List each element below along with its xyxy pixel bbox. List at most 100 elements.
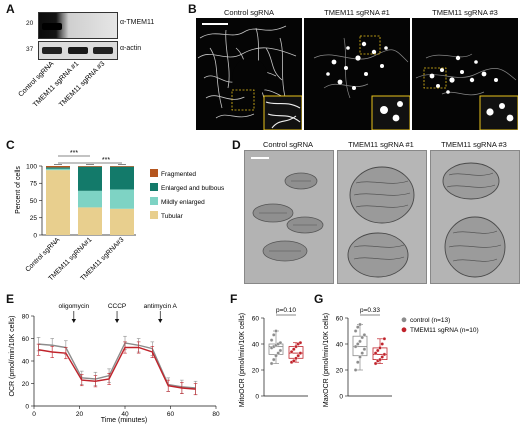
g-data-point xyxy=(373,361,378,366)
fg-legend-label: control (n=13) xyxy=(410,317,450,324)
chart-f-ylabel-text: MitoOCR (pmol/min/10K cells) xyxy=(239,313,246,407)
f-data-point xyxy=(272,333,276,337)
panel-label-b: B xyxy=(188,2,197,16)
g-data-point xyxy=(358,322,362,327)
fg-legend-label: TMEM11 sgRNA (n=10) xyxy=(410,327,479,334)
g-data-point xyxy=(353,329,358,333)
g-data-point xyxy=(380,355,384,359)
g-data-point xyxy=(362,333,367,337)
marker-20: 20 xyxy=(26,20,34,27)
lane-label-sgrna1: TMEM11 sgRNA #1 xyxy=(32,60,80,108)
g-data-point xyxy=(362,347,367,351)
tmem11-band xyxy=(42,23,62,30)
lane-labels: Control sgRNA TMEM11 sgRNA #1 TMEM11 sgR… xyxy=(17,60,106,109)
f-data-point xyxy=(298,340,303,345)
g-data-point xyxy=(358,339,362,344)
panel-label-g: G xyxy=(314,292,324,306)
c-bar-segment xyxy=(46,166,70,168)
e-series-line xyxy=(38,346,196,390)
scale-bar xyxy=(202,23,228,25)
em-structures-sgrna3 xyxy=(431,151,519,283)
c-bar-segment xyxy=(110,189,134,209)
c-bar-segment xyxy=(78,166,102,167)
e-injection-label: antimycin A xyxy=(144,303,178,310)
panel-label-e: E xyxy=(6,292,15,306)
marker-37: 37 xyxy=(26,46,34,53)
chart-e-xlabel: Time (minutes) xyxy=(101,417,147,424)
f-data-point xyxy=(278,340,283,345)
fg-legend-marker xyxy=(401,317,407,323)
sig-stars-2: *** xyxy=(102,157,110,164)
c-legend-swatch xyxy=(150,211,158,219)
f-data-point xyxy=(276,351,280,355)
chart-g-ylabel-text: MaxOCR (pmol/min/10K cells) xyxy=(323,313,330,407)
fg-legend-marker xyxy=(401,327,407,333)
e-xtick-label: 60 xyxy=(167,411,175,418)
e-xtick-label: 40 xyxy=(121,411,129,418)
f-data-point xyxy=(274,353,278,358)
g-data-point xyxy=(378,357,382,362)
g-data-point xyxy=(360,351,364,355)
g-data-point xyxy=(373,351,378,355)
g-data-point xyxy=(353,344,358,349)
f-data-point xyxy=(272,357,276,362)
e-injection-arrowhead xyxy=(158,319,163,323)
c-ytick-label: 75 xyxy=(30,181,38,188)
c-ytick-label: 0 xyxy=(33,232,37,239)
c-bar-segment xyxy=(110,208,134,235)
micrograph-sgrna3 xyxy=(412,18,518,130)
f-data-point xyxy=(292,347,296,351)
em-scale-bar xyxy=(251,157,269,159)
panel-label-a: A xyxy=(6,2,15,16)
f-data-point xyxy=(274,329,278,333)
confocal-panel: Control sgRNA TMEM11 sgRNA #1 TMEM11 sgR… xyxy=(196,8,518,130)
micrograph-title-control: Control sgRNA xyxy=(223,8,275,17)
panel-label-f: F xyxy=(230,292,238,306)
c-ytick-label: 25 xyxy=(30,215,38,222)
e-xtick-label: 0 xyxy=(32,411,36,418)
f-data-point xyxy=(294,344,298,349)
f-data-point xyxy=(289,350,294,354)
f-p-value: p=0.10 xyxy=(276,307,296,314)
em-image-sgrna3 xyxy=(430,150,520,284)
c-bar-segment xyxy=(46,168,70,171)
western-blot-panel: 20 37 α-TMEM11 α-actin Control sgRNA TME… xyxy=(16,6,184,126)
em-image-sgrna1 xyxy=(337,150,427,284)
e-ytick-label: 80 xyxy=(22,313,30,320)
e-injection-arrowhead xyxy=(114,319,120,323)
f-data-point xyxy=(278,348,283,353)
em-title-sgrna1: TMEM11 sgRNA #1 xyxy=(348,140,414,149)
lane-label-sgrna3: TMEM11 sgRNA #3 xyxy=(58,60,106,108)
actin-band-3 xyxy=(93,47,113,54)
c-legend-swatch xyxy=(150,197,158,205)
c-legend-swatch xyxy=(150,183,158,191)
e-ytick-label: 60 xyxy=(22,336,30,343)
c-bar-segment xyxy=(46,167,70,169)
c-bar-segment xyxy=(78,166,102,191)
e-ytick-label: 20 xyxy=(22,381,30,388)
e-injection-label: oligomycin xyxy=(58,303,89,310)
e-series-line xyxy=(38,342,196,389)
c-bar-segment xyxy=(78,190,102,208)
f-data-point xyxy=(294,356,298,361)
mito-network-control xyxy=(197,23,302,130)
c-legend-label: Tubular xyxy=(161,213,184,220)
c-legend-label: Enlarged and bulbous xyxy=(161,185,225,192)
f-data-point xyxy=(269,338,274,342)
c-ytick-label: 100 xyxy=(26,163,37,170)
c-ytick-label: 50 xyxy=(30,198,38,205)
chart-c-ylabel: Percent of cells xyxy=(15,166,22,214)
e-ytick-label: 40 xyxy=(22,358,30,365)
tmem11-blot xyxy=(38,12,118,39)
g-ytick-label: 40 xyxy=(336,341,344,348)
e-xtick-label: 80 xyxy=(212,411,220,418)
g-data-point xyxy=(356,342,360,346)
g-data-point xyxy=(360,335,364,340)
mito-network-sgrna1 xyxy=(313,35,410,130)
c-legend-label: Mildly enlarged xyxy=(161,199,205,206)
f-data-point xyxy=(292,359,296,363)
g-data-point xyxy=(382,352,387,357)
c-legend-swatch xyxy=(150,169,158,177)
f-ytick-label: 20 xyxy=(252,367,260,374)
c-bar-segment xyxy=(78,207,102,235)
